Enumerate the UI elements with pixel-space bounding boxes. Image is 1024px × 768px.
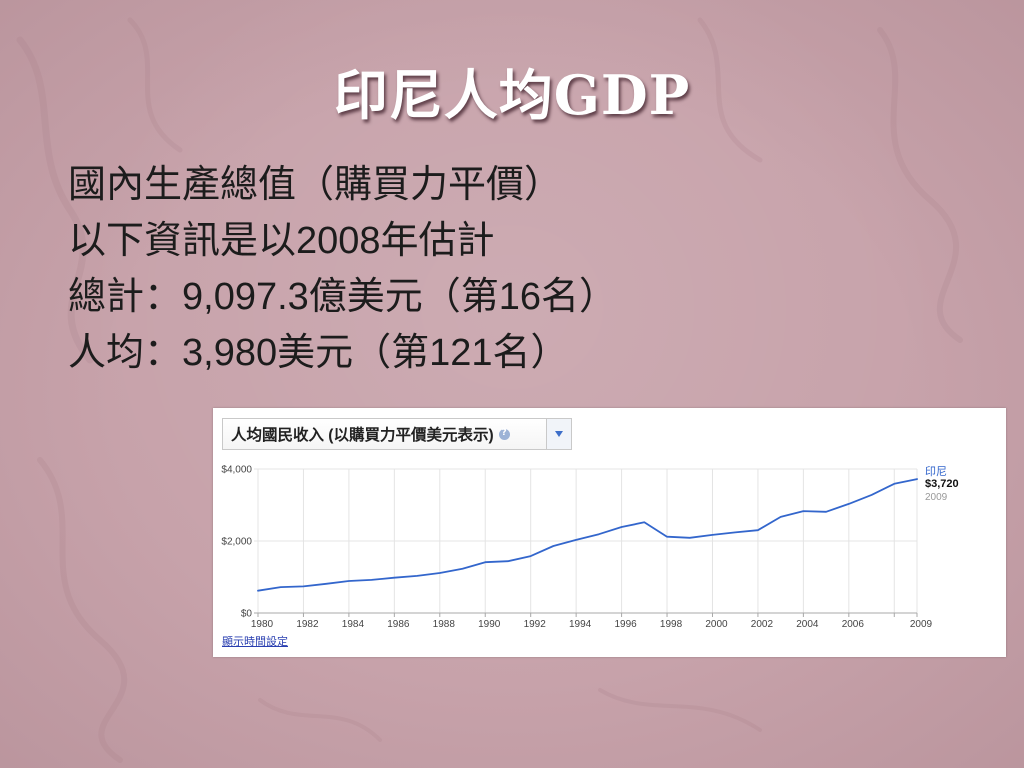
- x-tick-label: 2006: [842, 619, 865, 630]
- legend-end-year-label: 2009: [925, 492, 948, 503]
- help-circle-icon[interactable]: [498, 428, 510, 440]
- y-tick-label: $2,000: [221, 537, 252, 548]
- x-tick-label: 2009: [910, 619, 933, 630]
- y-tick-label: $0: [241, 609, 253, 620]
- legend-series-label[interactable]: 印尼: [925, 466, 947, 478]
- calligraphy-stroke: [37, 457, 128, 763]
- metric-selector[interactable]: 人均國民收入 (以購買力平價美元表示): [222, 418, 572, 450]
- chart-panel: 人均國民收入 (以購買力平價美元表示) $0 $2,000 $4,000 1980 19…: [213, 408, 1006, 657]
- body-line-estimate-year: 以下資訊是以2008年估計: [68, 220, 495, 262]
- x-tick-label: 1988: [433, 619, 456, 630]
- calligraphy-stroke: [697, 17, 763, 163]
- y-tick-label: $4,000: [221, 465, 252, 476]
- calligraphy-stroke: [598, 688, 762, 732]
- slide-body: 國內生產總值（購買力平價） 以下資訊是以2008年估計 總計：9,097.3億美…: [68, 157, 968, 381]
- body-line-total: 總計：9,097.3億美元（第16名）: [68, 276, 618, 318]
- x-tick-label: 1996: [614, 619, 637, 630]
- x-tick-label: 1990: [478, 619, 501, 630]
- calligraphy-stroke: [127, 17, 183, 153]
- slide-title: 印尼人均GDP: [333, 63, 691, 127]
- metric-dropdown-button[interactable]: [546, 419, 571, 449]
- x-tick-label: 1982: [296, 619, 319, 630]
- x-tick-label: 2002: [751, 619, 774, 630]
- x-tick-label: 1998: [660, 619, 683, 630]
- legend-end-value-label: $3,720: [925, 478, 959, 490]
- body-line-gdp-ppp: 國內生產總值（購買力平價）: [68, 164, 563, 206]
- calligraphy-stroke: [258, 698, 382, 742]
- x-tick-label: 1980: [251, 619, 274, 630]
- x-tick-label: 1994: [569, 619, 592, 630]
- triangle-down-icon: [555, 431, 563, 437]
- series-line: [257, 478, 918, 592]
- x-tick-label: 1992: [524, 619, 547, 630]
- x-tick-label: 2004: [796, 619, 819, 630]
- calligraphy-stroke: [16, 36, 94, 364]
- line-chart: $0 $2,000 $4,000 1980 1982 1984 1986 1988 1990 19…: [221, 465, 933, 631]
- x-tick-label: 2000: [705, 619, 728, 630]
- calligraphy-stroke: [877, 27, 963, 343]
- time-settings-link[interactable]: 顯示時間設定: [222, 636, 288, 648]
- metric-selector-label: 人均國民收入 (以購買力平價美元表示): [231, 427, 494, 444]
- x-tick-label: 1986: [387, 619, 410, 630]
- x-tick-label: 1984: [342, 619, 365, 630]
- body-line-per-capita: 人均：3,980美元（第121名）: [68, 332, 569, 374]
